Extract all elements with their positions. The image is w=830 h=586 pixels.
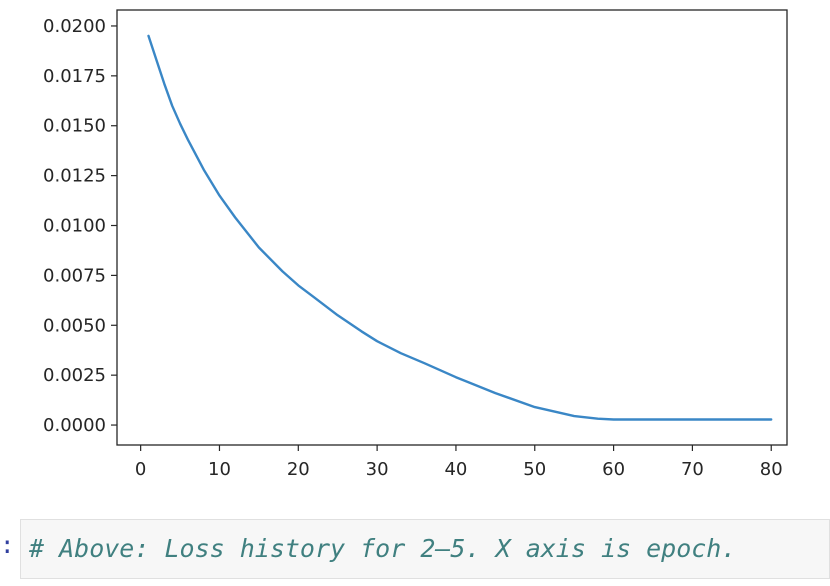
y-tick-label: 0.0125 <box>43 166 106 187</box>
y-tick-label: 0.0200 <box>43 16 106 37</box>
y-tick-label: 0.0025 <box>43 365 106 386</box>
x-tick-label: 10 <box>208 459 231 480</box>
x-axis-ticks: 0 10 20 30 40 50 60 70 80 <box>135 445 783 480</box>
code-cell[interactable]: # Above: Loss history for 2–5. X axis is… <box>20 519 830 579</box>
x-tick-label: 0 <box>135 459 146 480</box>
y-tick-label: 0.0100 <box>43 216 106 237</box>
y-tick-label: 0.0000 <box>43 415 106 436</box>
loss-series-line <box>147 34 773 421</box>
x-tick-label: 30 <box>366 459 389 480</box>
y-tick-label: 0.0075 <box>43 265 106 286</box>
x-tick-label: 80 <box>760 459 783 480</box>
x-tick-label: 50 <box>523 459 546 480</box>
x-tick-label: 70 <box>681 459 704 480</box>
y-tick-label: 0.0175 <box>43 66 106 87</box>
loss-chart: 0.0000 0.0025 0.0050 0.0075 0.0100 0.0125 0.01… <box>43 9 788 480</box>
y-tick-label: 0.0150 <box>43 116 106 137</box>
y-tick-label: 0.0050 <box>43 315 106 336</box>
cell-prompt: : <box>0 531 15 559</box>
x-tick-label: 60 <box>602 459 625 480</box>
x-tick-label: 20 <box>287 459 310 480</box>
x-tick-label: 40 <box>444 459 467 480</box>
code-comment: # Above: Loss history for 2–5. X axis is… <box>29 534 737 563</box>
y-axis-ticks: 0.0000 0.0025 0.0050 0.0075 0.0100 0.0125 0.01… <box>43 16 117 436</box>
plot-frame <box>116 9 788 446</box>
